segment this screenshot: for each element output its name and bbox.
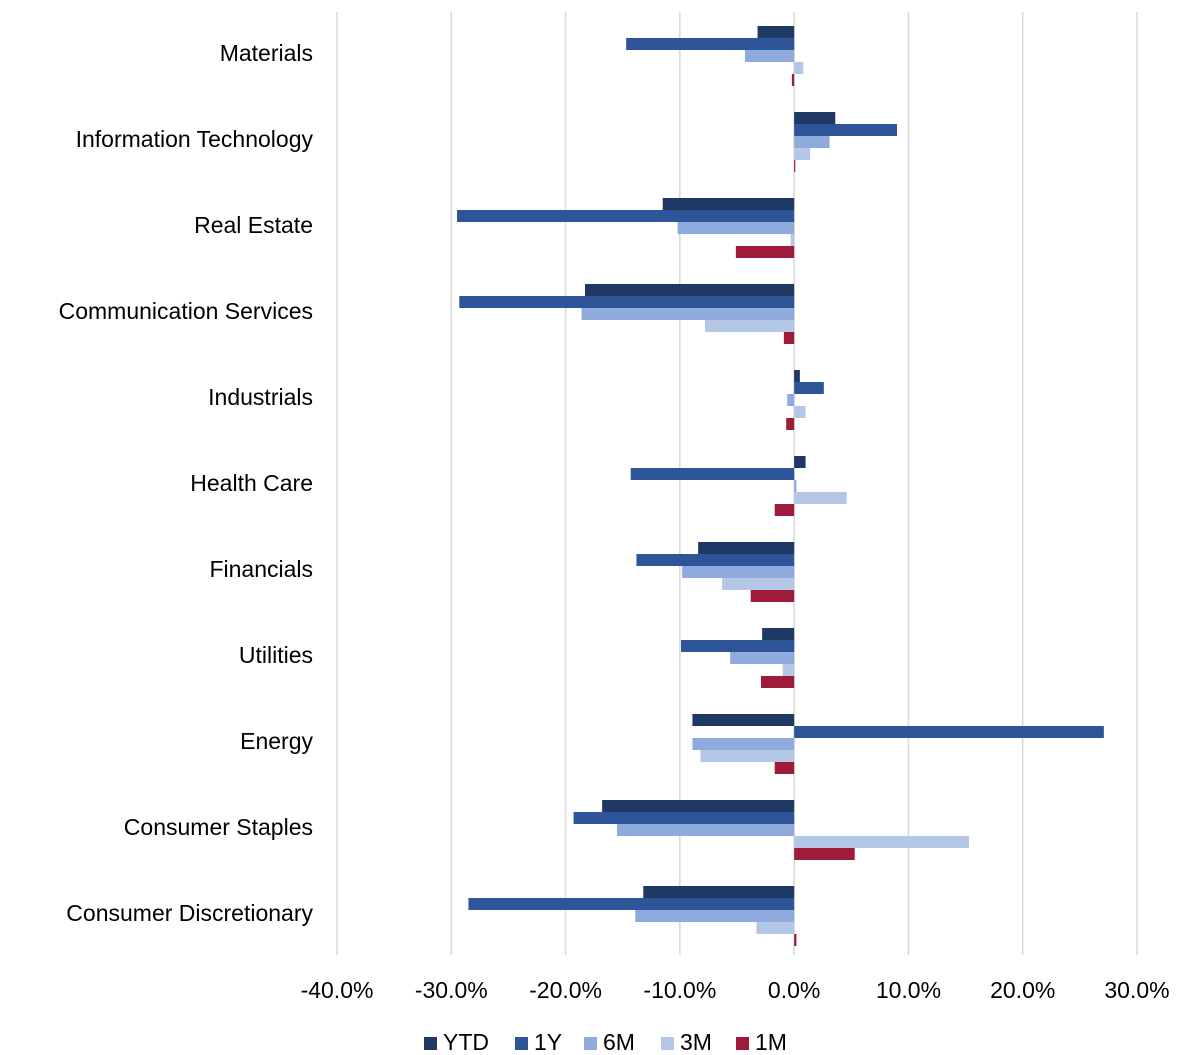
legend-label: 1M bbox=[755, 1029, 787, 1055]
bar bbox=[794, 136, 830, 148]
bar bbox=[794, 406, 806, 418]
bar bbox=[581, 308, 795, 320]
bar bbox=[794, 836, 969, 848]
x-tick-label: 10.0% bbox=[876, 977, 941, 1003]
bar bbox=[692, 714, 795, 726]
y-tick-label: Energy bbox=[240, 728, 313, 754]
bar bbox=[756, 922, 795, 934]
bar bbox=[782, 664, 795, 676]
bar bbox=[757, 26, 795, 38]
x-tick-label: 20.0% bbox=[990, 977, 1055, 1003]
bar bbox=[794, 370, 800, 382]
legend-label: 6M bbox=[603, 1029, 635, 1055]
legend-swatch bbox=[661, 1037, 674, 1050]
bar bbox=[630, 468, 795, 480]
x-tick-label: -20.0% bbox=[529, 977, 602, 1003]
bar bbox=[794, 480, 797, 492]
y-tick-label: Materials bbox=[220, 40, 313, 66]
bar bbox=[722, 578, 795, 590]
bar bbox=[794, 112, 836, 124]
bar bbox=[677, 222, 795, 234]
bar bbox=[626, 38, 795, 50]
y-tick-label: Consumer Discretionary bbox=[66, 900, 313, 926]
bar bbox=[774, 762, 795, 774]
y-tick-label: Information Technology bbox=[76, 126, 314, 152]
bar bbox=[761, 676, 795, 688]
bar bbox=[794, 62, 804, 74]
bar bbox=[457, 210, 795, 222]
y-tick-label: Consumer Staples bbox=[124, 814, 313, 840]
bar bbox=[698, 542, 795, 554]
legend-swatch bbox=[424, 1037, 437, 1050]
y-tick-label: Financials bbox=[209, 556, 313, 582]
bar bbox=[791, 74, 795, 86]
legend-label: 1Y bbox=[534, 1029, 562, 1055]
legend-swatch bbox=[584, 1037, 597, 1050]
bar bbox=[790, 234, 795, 246]
x-tick-label: 30.0% bbox=[1104, 977, 1169, 1003]
x-tick-label: -10.0% bbox=[643, 977, 716, 1003]
bar bbox=[617, 824, 795, 836]
legend-label: 3M bbox=[680, 1029, 712, 1055]
bar bbox=[662, 198, 795, 210]
bar bbox=[573, 812, 795, 824]
x-tick-label: -40.0% bbox=[301, 977, 374, 1003]
bar bbox=[745, 50, 795, 62]
y-tick-label: Industrials bbox=[208, 384, 313, 410]
bar bbox=[643, 886, 795, 898]
bar bbox=[459, 296, 795, 308]
bar bbox=[787, 394, 795, 406]
bar bbox=[783, 332, 795, 344]
bar bbox=[794, 382, 824, 394]
legend-label: YTD bbox=[443, 1029, 489, 1055]
bar bbox=[794, 848, 855, 860]
bar bbox=[585, 284, 795, 296]
bar bbox=[774, 504, 795, 516]
bar bbox=[750, 590, 795, 602]
bar bbox=[692, 738, 795, 750]
legend-swatch bbox=[736, 1037, 749, 1050]
bar bbox=[705, 320, 795, 332]
bar bbox=[762, 628, 795, 640]
y-tick-label: Health Care bbox=[190, 470, 313, 496]
bar bbox=[681, 640, 795, 652]
bar bbox=[794, 492, 847, 504]
bar bbox=[794, 456, 806, 468]
bar bbox=[794, 160, 796, 172]
bar bbox=[794, 934, 797, 946]
bar bbox=[468, 898, 795, 910]
bar bbox=[700, 750, 795, 762]
bar bbox=[794, 124, 897, 136]
y-tick-label: Real Estate bbox=[194, 212, 313, 238]
bar bbox=[794, 726, 1104, 738]
bar bbox=[794, 148, 811, 160]
x-tick-label: 0.0% bbox=[768, 977, 820, 1003]
y-tick-label: Communication Services bbox=[59, 298, 313, 324]
bar bbox=[786, 418, 795, 430]
bar bbox=[602, 800, 795, 812]
bar bbox=[682, 566, 795, 578]
bar bbox=[636, 554, 795, 566]
bar bbox=[735, 246, 795, 258]
y-tick-label: Utilities bbox=[239, 642, 313, 668]
bar bbox=[635, 910, 795, 922]
x-tick-label: -30.0% bbox=[415, 977, 488, 1003]
bar bbox=[730, 652, 795, 664]
legend-swatch bbox=[515, 1037, 528, 1050]
